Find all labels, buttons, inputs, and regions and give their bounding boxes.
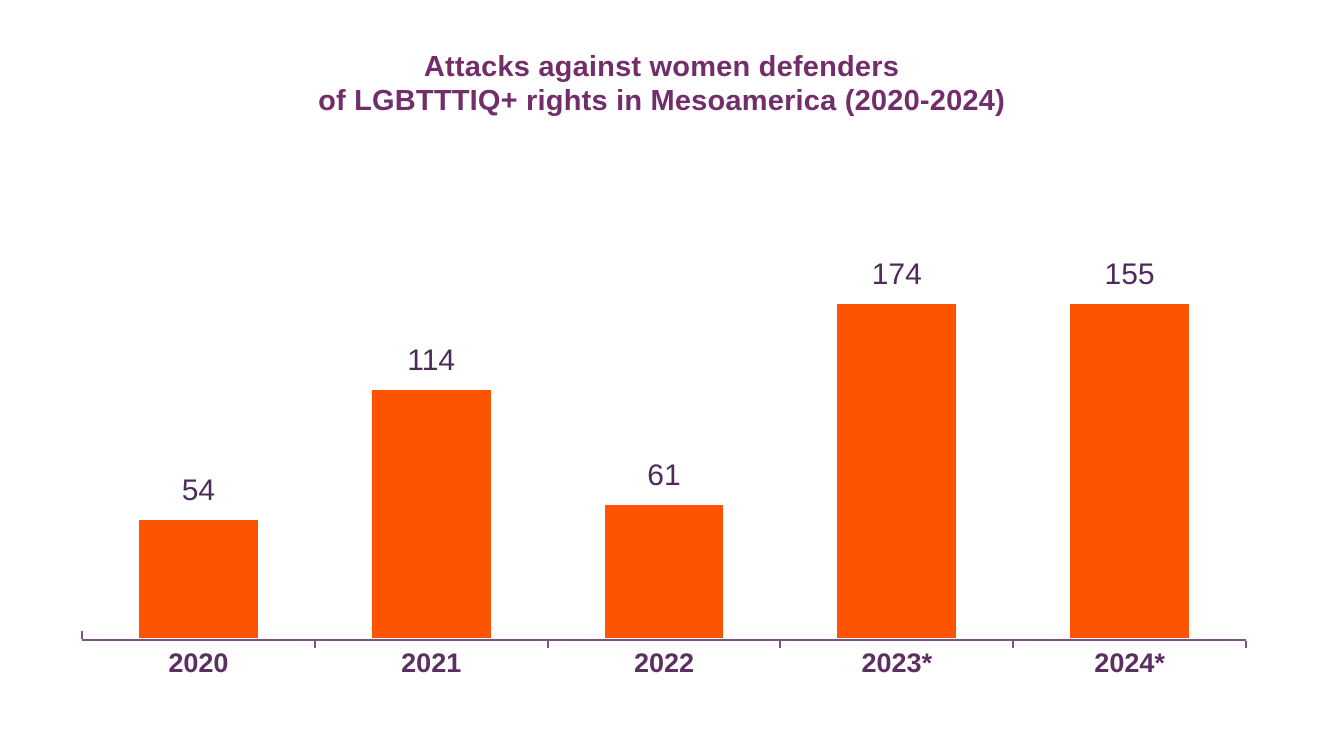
x-axis-tick-mark: [1012, 641, 1015, 648]
bar-value-label: 61: [647, 459, 681, 492]
bar-group-2020: 54: [82, 259, 315, 638]
bar-value-label: 174: [871, 258, 922, 291]
chart-title: Attacks against women defenders of LGBTT…: [0, 50, 1323, 118]
bar: [139, 520, 258, 638]
bar-group-2024: 155: [1013, 259, 1246, 638]
x-axis-tick-label: 2024*: [1094, 648, 1165, 678]
bar: [371, 390, 491, 638]
bar: [604, 505, 724, 638]
bar-group-2021: 114: [315, 259, 548, 638]
bar-group-2022: 61: [548, 259, 781, 638]
bar-value-label: 155: [1104, 258, 1155, 291]
x-axis-tick-mark: [313, 641, 316, 648]
x-axis-tick-label: 2021: [401, 648, 462, 678]
chart-title-line-1: Attacks against women defenders: [423, 51, 900, 83]
bar: [1070, 304, 1189, 638]
bar-group-2023: 174: [780, 259, 1013, 638]
x-axis-tick-mark: [81, 631, 83, 639]
x-axis-tick-mark: [779, 641, 782, 648]
bar-value-label: 54: [181, 474, 216, 507]
x-axis-tick-label: 2023*: [861, 648, 933, 678]
bar-value-label: 114: [407, 344, 456, 377]
x-axis-line: [82, 639, 1246, 641]
chart-title-line-2: of LGBTTTIQ+ rights in Mesoamerica (2020…: [318, 85, 1005, 117]
x-axis-labels: 2020 2021 2022 2023* 2024*: [82, 648, 1246, 678]
x-axis-tick-label: 2020: [168, 648, 229, 678]
x-axis-tick-label: 2022: [633, 648, 695, 678]
bar: [837, 304, 957, 638]
x-axis-tick-mark: [546, 641, 549, 648]
x-axis-tick-mark: [1245, 641, 1247, 648]
plot-area: 54 114 61 174 155: [82, 259, 1246, 638]
